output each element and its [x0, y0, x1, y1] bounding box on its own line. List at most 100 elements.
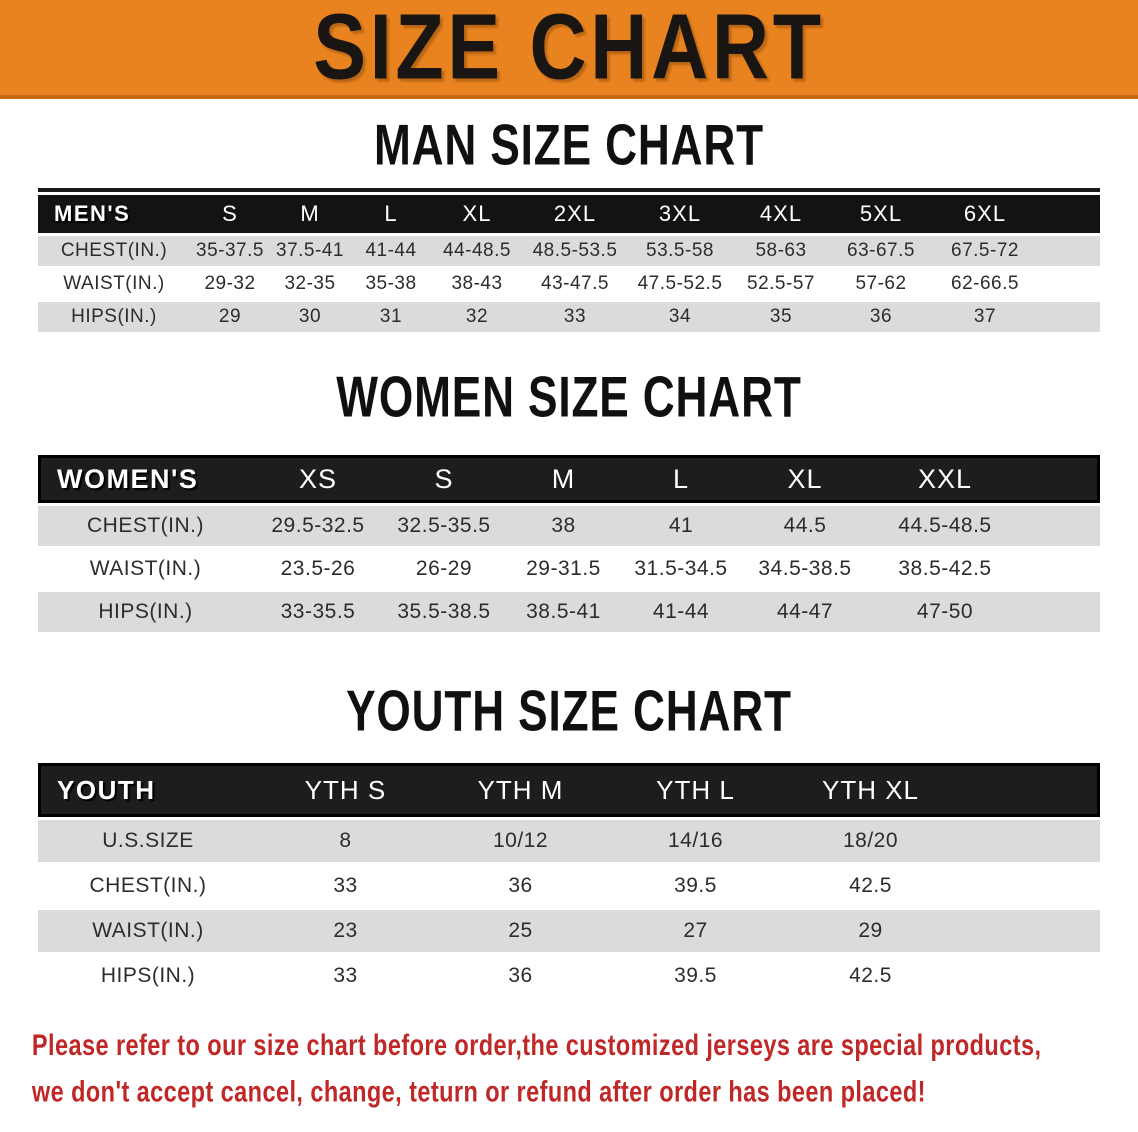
value-cell: 44-47 — [740, 592, 870, 632]
header-spacer-cell — [958, 763, 1100, 817]
value-cell: 41-44 — [622, 592, 740, 632]
value-cell: 37 — [932, 302, 1038, 332]
value-cell: 43-47.5 — [522, 269, 628, 299]
youth-group-label: YOUTH — [38, 763, 258, 817]
men-hips-row: HIPS(IN.) 29 30 31 32 33 34 35 36 37 — [38, 302, 1100, 332]
value-cell: 32-35 — [270, 269, 350, 299]
size-header-cell: L — [350, 195, 432, 233]
women-header-row: WOMEN'S XS S M L XL XXL — [38, 455, 1100, 503]
size-header-cell: M — [505, 455, 622, 503]
value-cell: 34 — [628, 302, 732, 332]
value-cell: 38.5-41 — [505, 592, 622, 632]
value-cell: 36 — [830, 302, 932, 332]
spacer-cell — [958, 955, 1100, 997]
spacer-cell — [1038, 302, 1100, 332]
size-chart-banner: SIZE CHART — [0, 0, 1138, 99]
size-header-cell: M — [270, 195, 350, 233]
header-spacer-cell — [1020, 455, 1100, 503]
value-cell: 47-50 — [870, 592, 1020, 632]
spacer-cell — [1038, 269, 1100, 299]
youth-chest-row: CHEST(IN.) 33 36 39.5 42.5 — [38, 865, 1100, 907]
men-size-table-wrap: MEN'S S M L XL 2XL 3XL 4XL 5XL 6XL CHEST… — [38, 188, 1100, 335]
row-label-cell: WAIST(IN.) — [38, 269, 190, 299]
value-cell: 42.5 — [783, 865, 958, 907]
value-cell: 63-67.5 — [830, 236, 932, 266]
value-cell: 38.5-42.5 — [870, 549, 1020, 589]
row-label-cell: CHEST(IN.) — [38, 236, 190, 266]
value-cell: 42.5 — [783, 955, 958, 997]
women-hips-row: HIPS(IN.) 33-35.5 35.5-38.5 38.5-41 41-4… — [38, 592, 1100, 632]
value-cell: 32 — [432, 302, 522, 332]
youth-size-table: YOUTH YTH S YTH M YTH L YTH XL U.S.SIZE … — [38, 760, 1100, 1000]
size-header-cell: 5XL — [830, 195, 932, 233]
size-header-cell: 2XL — [522, 195, 628, 233]
value-cell: 35.5-38.5 — [383, 592, 505, 632]
value-cell: 44.5 — [740, 506, 870, 546]
spacer-cell — [958, 820, 1100, 862]
spacer-cell — [958, 910, 1100, 952]
size-header-cell: XXL — [870, 455, 1020, 503]
size-header-cell: L — [622, 455, 740, 503]
men-size-section: MAN SIZE CHART MEN'S S M L XL 2XL 3XL 4X… — [0, 114, 1138, 335]
youth-hips-row: HIPS(IN.) 33 36 39.5 42.5 — [38, 955, 1100, 997]
youth-size-section: YOUTH SIZE CHART YOUTH YTH S YTH M YTH L… — [0, 680, 1138, 1000]
value-cell: 39.5 — [608, 865, 783, 907]
value-cell: 58-63 — [732, 236, 830, 266]
size-header-cell: 3XL — [628, 195, 732, 233]
value-cell: 41-44 — [350, 236, 432, 266]
men-size-table: MEN'S S M L XL 2XL 3XL 4XL 5XL 6XL CHEST… — [38, 192, 1100, 335]
size-header-cell: XS — [253, 455, 383, 503]
value-cell: 23 — [258, 910, 433, 952]
value-cell: 29.5-32.5 — [253, 506, 383, 546]
row-label-cell: HIPS(IN.) — [38, 302, 190, 332]
men-section-heading: MAN SIZE CHART — [373, 114, 765, 178]
size-header-cell: S — [383, 455, 505, 503]
value-cell: 29 — [190, 302, 270, 332]
women-size-section: WOMEN SIZE CHART WOMEN'S XS S M L XL XXL — [0, 368, 1138, 635]
size-header-cell: YTH L — [608, 763, 783, 817]
row-label-cell: U.S.SIZE — [38, 820, 258, 862]
value-cell: 26-29 — [383, 549, 505, 589]
size-header-cell: 6XL — [932, 195, 1038, 233]
youth-ussize-row: U.S.SIZE 8 10/12 14/16 18/20 — [38, 820, 1100, 862]
value-cell: 29 — [783, 910, 958, 952]
value-cell: 35 — [732, 302, 830, 332]
row-label-cell: WAIST(IN.) — [38, 910, 258, 952]
women-size-table-wrap: WOMEN'S XS S M L XL XXL CHEST(IN.) 29.5-… — [38, 452, 1100, 635]
value-cell: 53.5-58 — [628, 236, 732, 266]
value-cell: 44.5-48.5 — [870, 506, 1020, 546]
spacer-cell — [1038, 236, 1100, 266]
value-cell: 27 — [608, 910, 783, 952]
value-cell: 52.5-57 — [732, 269, 830, 299]
value-cell: 18/20 — [783, 820, 958, 862]
row-label-cell: WAIST(IN.) — [38, 549, 253, 589]
value-cell: 35-38 — [350, 269, 432, 299]
policy-line-1: Please refer to our size chart before or… — [31, 1028, 1042, 1062]
men-group-label: MEN'S — [38, 195, 190, 233]
policy-line-2: we don't accept cancel, change, teturn o… — [31, 1075, 926, 1108]
value-cell: 67.5-72 — [932, 236, 1038, 266]
women-waist-row: WAIST(IN.) 23.5-26 26-29 29-31.5 31.5-34… — [38, 549, 1100, 589]
size-header-cell: YTH XL — [783, 763, 958, 817]
banner-title: SIZE CHART — [313, 0, 825, 99]
value-cell: 25 — [433, 910, 608, 952]
value-cell: 14/16 — [608, 820, 783, 862]
youth-size-table-wrap: YOUTH YTH S YTH M YTH L YTH XL U.S.SIZE … — [38, 760, 1100, 1000]
value-cell: 38 — [505, 506, 622, 546]
youth-waist-row: WAIST(IN.) 23 25 27 29 — [38, 910, 1100, 952]
spacer-cell — [1020, 549, 1100, 589]
women-group-label: WOMEN'S — [38, 455, 253, 503]
value-cell: 48.5-53.5 — [522, 236, 628, 266]
value-cell: 32.5-35.5 — [383, 506, 505, 546]
value-cell: 30 — [270, 302, 350, 332]
row-label-cell: HIPS(IN.) — [38, 592, 253, 632]
spacer-cell — [958, 865, 1100, 907]
value-cell: 33 — [522, 302, 628, 332]
value-cell: 44-48.5 — [432, 236, 522, 266]
value-cell: 29-31.5 — [505, 549, 622, 589]
youth-section-heading: YOUTH SIZE CHART — [346, 680, 792, 744]
value-cell: 36 — [433, 865, 608, 907]
size-header-cell: YTH S — [258, 763, 433, 817]
youth-header-row: YOUTH YTH S YTH M YTH L YTH XL — [38, 763, 1100, 817]
row-label-cell: HIPS(IN.) — [38, 955, 258, 997]
